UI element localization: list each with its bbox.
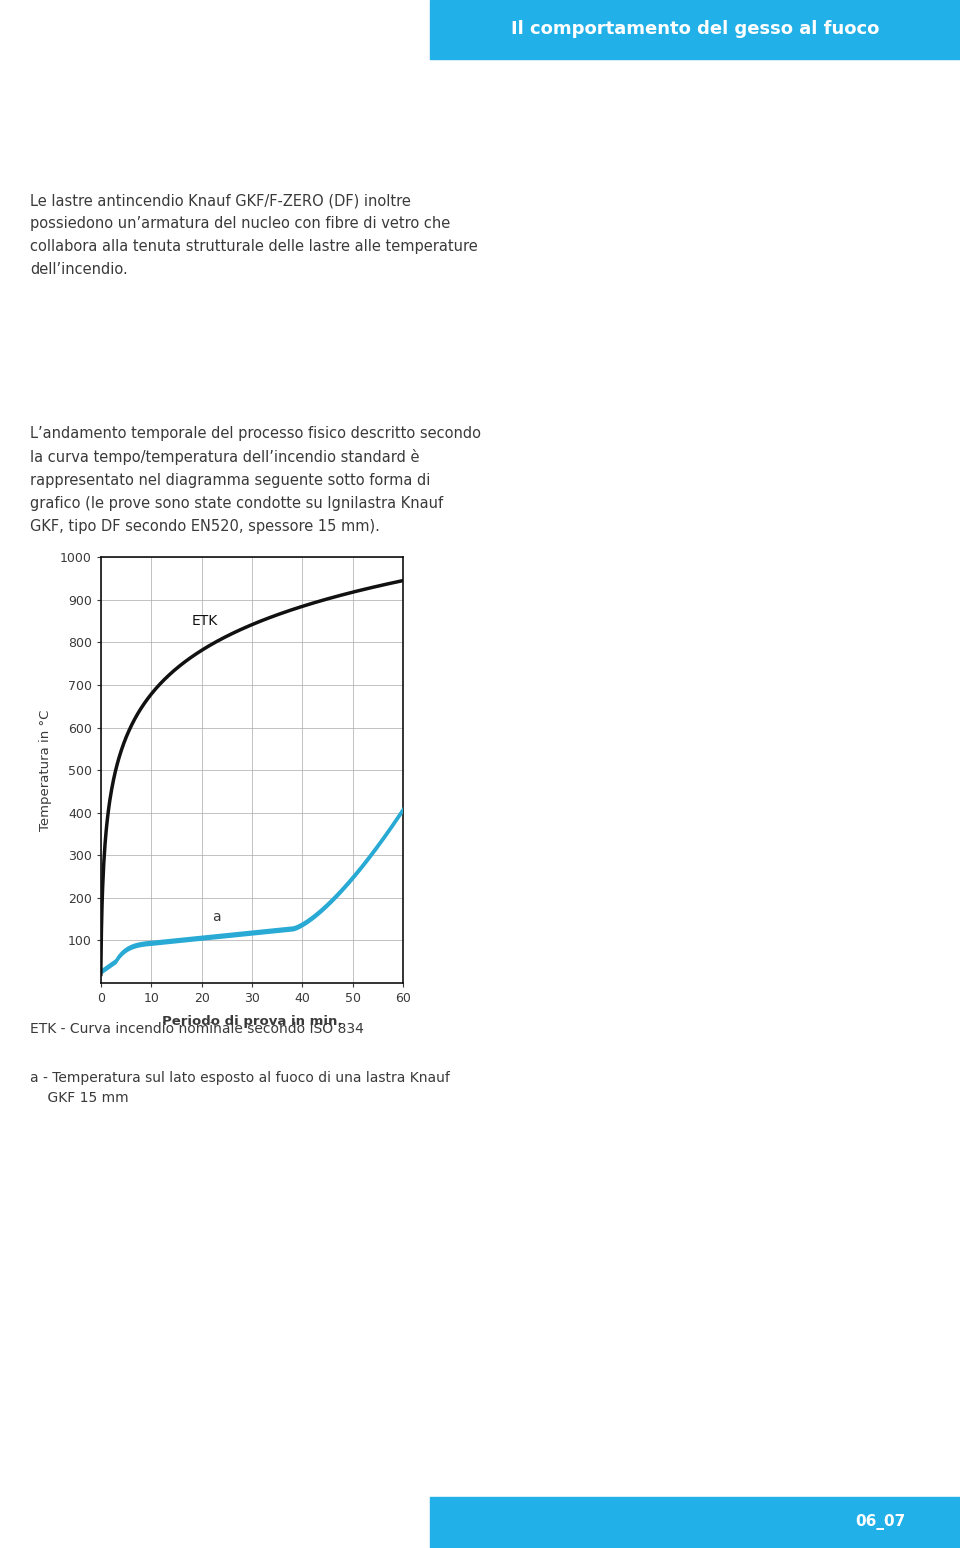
Bar	[430, 0, 960, 59]
Text: Le lastre antincendio Knauf GKF/F-ZERO (DF) inoltre
possiedono un’armatura del n: Le lastre antincendio Knauf GKF/F-ZERO (…	[30, 194, 478, 277]
Y-axis label: Temperatura in °C: Temperatura in °C	[38, 709, 52, 831]
Bar	[430, 1497, 960, 1548]
Text: a - Temperatura sul lato esposto al fuoco di una lastra Knauf
    GKF 15 mm: a - Temperatura sul lato esposto al fuoc…	[30, 1071, 450, 1105]
Text: 06_07: 06_07	[855, 1514, 905, 1531]
Text: ETK: ETK	[191, 615, 218, 628]
Text: ETK - Curva incendio nominale secondo ISO 834: ETK - Curva incendio nominale secondo IS…	[30, 1022, 364, 1036]
Text: L’andamento temporale del processo fisico descritto secondo
la curva tempo/tempe: L’andamento temporale del processo fisic…	[30, 426, 481, 534]
X-axis label: Periodo di prova in min.: Periodo di prova in min.	[161, 1015, 343, 1028]
Text: a: a	[211, 910, 220, 924]
Text: Il comportamento del gesso al fuoco: Il comportamento del gesso al fuoco	[511, 20, 879, 39]
